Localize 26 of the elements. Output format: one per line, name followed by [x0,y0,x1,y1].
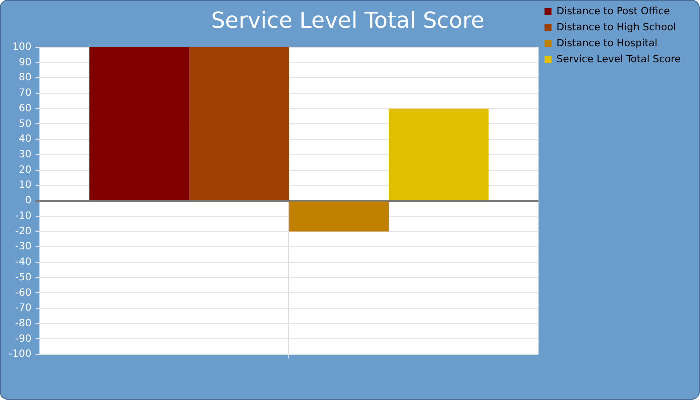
y-tick-label: -10 [15,210,32,222]
y-tick-label: 30 [18,150,32,161]
y-tick-label: -20 [15,226,32,238]
y-tick-label: -90 [15,334,32,345]
y-tick-label: -30 [15,242,32,253]
y-tick-label: -50 [15,272,32,284]
y-tick-label: 90 [18,57,32,68]
y-tick-label: -100 [8,349,32,360]
y-tick-label: 50 [18,118,32,130]
legend-label: Distance to High School [556,22,676,34]
y-tick-label: -40 [15,257,32,268]
legend-label: Distance to Hospital [556,38,658,50]
legend-label: Distance to Post Office [556,6,670,18]
y-tick-label: -70 [15,303,32,314]
legend-label: Service Level Total Score [556,54,682,66]
chart-title: Service Level Total Score [211,8,485,34]
y-tick-label: 60 [18,103,32,114]
y-tick-label: -60 [15,288,32,299]
y-tick-label: 0 [25,196,32,207]
y-tick-label: 80 [18,72,32,84]
y-tick-label: -80 [15,318,32,330]
y-tick-label: 20 [18,164,32,176]
y-tick-label: 10 [18,180,32,192]
y-tick-label: 70 [18,88,32,100]
y-tick-label: 40 [18,134,32,146]
y-tick-label: 100 [12,42,32,53]
